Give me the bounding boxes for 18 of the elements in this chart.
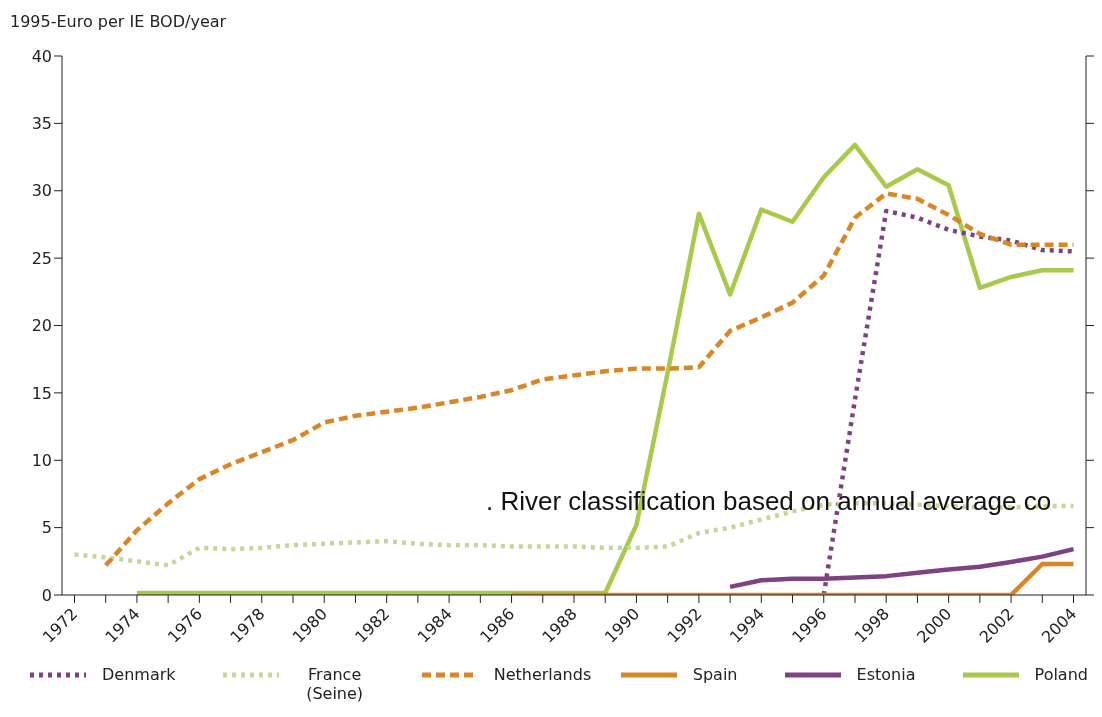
- y-tick-label: 40: [31, 46, 52, 66]
- legend-label: Estonia: [856, 665, 916, 684]
- y-axis-title: 1995-Euro per IE BOD/year: [10, 12, 227, 31]
- legend-label: Poland: [1034, 665, 1088, 684]
- y-tick-label: 30: [31, 181, 52, 201]
- y-tick-label: 35: [31, 114, 52, 134]
- line-series: [103, 191, 1076, 568]
- y-tick-label: 5: [41, 518, 52, 538]
- legend-label: Spain: [692, 665, 738, 684]
- line-series: [134, 142, 1076, 595]
- y-tick-label: 15: [31, 383, 52, 403]
- legend-label: Denmark: [102, 665, 176, 684]
- legend-label: Netherlands: [493, 665, 592, 684]
- legend-label: France (Seine): [305, 665, 365, 703]
- y-tick-label: 0: [41, 585, 52, 605]
- y-tick-label: 20: [31, 316, 52, 336]
- y-tick-label: 10: [31, 450, 52, 470]
- y-tick-label: 25: [31, 248, 52, 268]
